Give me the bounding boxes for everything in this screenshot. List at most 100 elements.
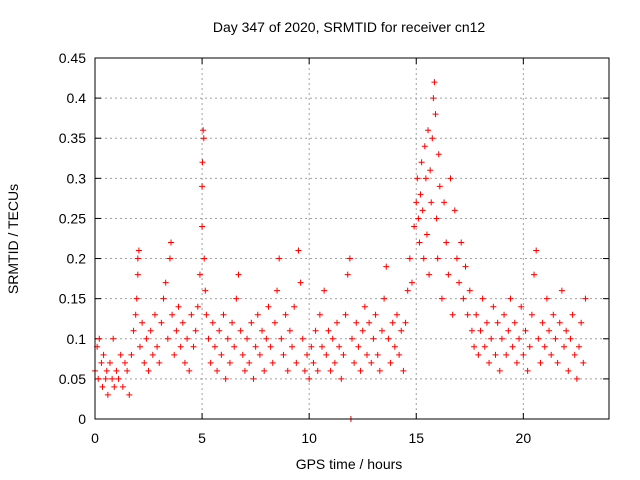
data-point [539,319,546,326]
data-point [96,335,103,342]
data-point [314,367,321,374]
data-point [109,375,116,382]
data-point [569,311,576,318]
data-point [432,111,439,118]
data-point [456,279,463,286]
x-tick-label: 15 [408,430,424,446]
data-point [149,351,156,358]
data-point [433,215,440,222]
data-point [265,303,272,310]
data-point [396,351,403,358]
data-point [141,359,148,366]
data-point [175,303,182,310]
data-point [200,135,207,142]
data-point [374,351,381,358]
data-point [312,327,319,334]
data-point [316,311,323,318]
data-point [492,351,499,358]
grid-lines [95,58,609,419]
data-point [259,327,266,334]
data-point [113,367,120,374]
data-point [498,335,505,342]
data-point [280,351,287,358]
data-point [426,271,433,278]
data-point [524,367,531,374]
data-point [329,335,336,342]
data-point [477,327,484,334]
data-point [420,255,427,262]
data-point [381,295,388,302]
data-point [565,367,572,374]
data-point [383,263,390,270]
data-point [458,239,465,246]
data-point [299,335,306,342]
data-point [359,327,366,334]
data-point [393,311,400,318]
data-point [496,367,503,374]
data-point [531,271,538,278]
data-point [435,151,442,158]
data-point [111,383,118,390]
data-point [321,287,328,294]
data-point [414,175,421,182]
data-point [134,271,141,278]
data-point [503,351,510,358]
data-point [139,319,146,326]
data-point [218,351,225,358]
data-point [158,319,165,326]
data-point [404,287,411,294]
y-tick-label: 0.35 [59,130,86,146]
data-point [340,351,347,358]
data-point [511,319,518,326]
data-point [391,343,398,350]
data-point [110,335,117,342]
data-point [438,295,445,302]
data-point [481,343,488,350]
data-point [443,239,450,246]
data-point [229,319,236,326]
data-point [353,319,360,326]
data-point [505,327,512,334]
data-point [363,351,370,358]
data-point [501,311,508,318]
data-point [224,335,231,342]
data-point [342,311,349,318]
data-point [494,319,501,326]
data-point [211,343,218,350]
data-point [366,319,373,326]
data-point [199,159,206,166]
data-point [417,191,424,198]
data-point [171,351,178,358]
data-point [145,367,152,374]
data-point [203,311,210,318]
data-point [162,279,169,286]
data-point [124,367,131,374]
data-point [207,359,214,366]
data-point [416,239,423,246]
data-point [427,167,434,174]
data-point [507,295,514,302]
data-point [231,343,238,350]
data-point [402,319,409,326]
data-point [325,327,332,334]
data-point [196,271,203,278]
data-point [334,319,341,326]
data-point [201,255,208,262]
data-point [184,335,191,342]
data-point [445,271,452,278]
data-point [319,343,326,350]
data-point [200,127,207,134]
data-point [471,343,478,350]
data-point [297,279,304,286]
data-point [535,335,542,342]
data-point [338,375,345,382]
data-point [164,335,171,342]
data-point [168,239,175,246]
data-point [95,375,102,382]
data-point [429,135,436,142]
data-point [310,359,317,366]
data-point [582,295,589,302]
data-point [430,95,437,102]
data-point [289,343,296,350]
data-point [419,207,426,214]
